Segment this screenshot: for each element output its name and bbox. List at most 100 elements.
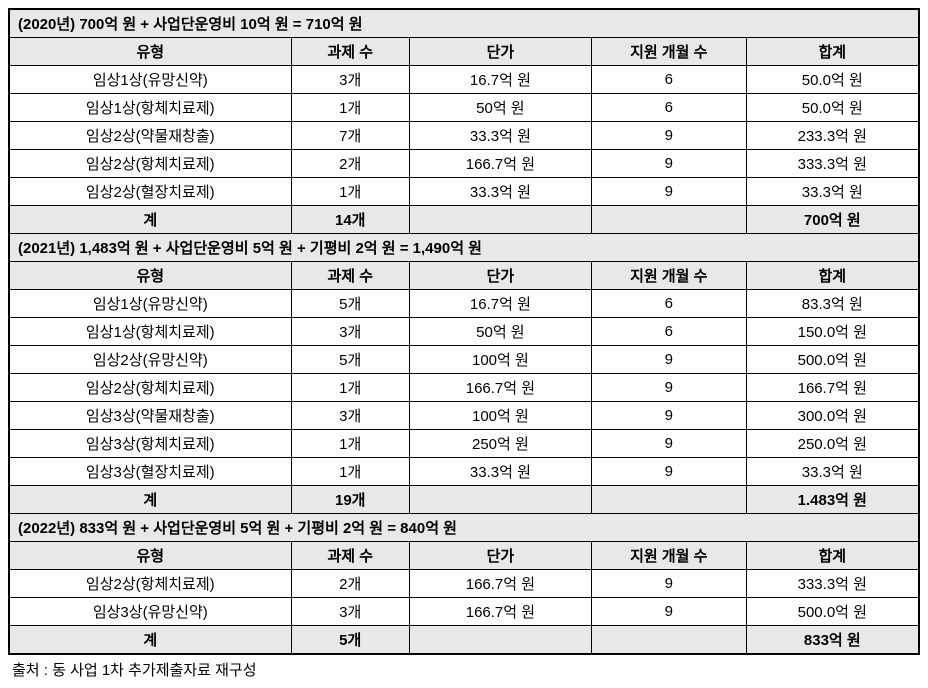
table-row: 임상3상(유망신약)3개166.7억 원9500.0억 원 — [9, 598, 919, 626]
source-note: 출처 : 동 사업 1차 추가제출자료 재구성 — [8, 659, 920, 680]
cell-type: 임상3상(혈장치료제) — [9, 458, 291, 486]
subtotal-price — [409, 626, 591, 655]
cell-count: 5개 — [291, 346, 409, 374]
cell-count: 2개 — [291, 570, 409, 598]
subtotal-type: 계 — [9, 626, 291, 655]
cell-total: 50.0억 원 — [746, 66, 919, 94]
column-header: 합계 — [746, 542, 919, 570]
cell-total: 500.0억 원 — [746, 598, 919, 626]
cell-months: 9 — [591, 458, 746, 486]
cell-type: 임상3상(유망신약) — [9, 598, 291, 626]
cell-price: 33.3억 원 — [409, 178, 591, 206]
table-row: 임상1상(항체치료제)1개50억 원650.0억 원 — [9, 94, 919, 122]
subtotal-total: 700억 원 — [746, 206, 919, 234]
cell-months: 6 — [591, 94, 746, 122]
cell-price: 16.7억 원 — [409, 290, 591, 318]
cell-price: 50억 원 — [409, 94, 591, 122]
cell-count: 5개 — [291, 290, 409, 318]
cell-total: 166.7억 원 — [746, 374, 919, 402]
section-title: (2020년) 700억 원 + 사업단운영비 10억 원 = 710억 원 — [9, 9, 919, 38]
cell-price: 166.7억 원 — [409, 598, 591, 626]
cell-type: 임상2상(약물재창출) — [9, 122, 291, 150]
cell-count: 3개 — [291, 318, 409, 346]
cell-total: 233.3억 원 — [746, 122, 919, 150]
cell-price: 166.7억 원 — [409, 374, 591, 402]
cell-months: 9 — [591, 122, 746, 150]
cell-total: 333.3억 원 — [746, 150, 919, 178]
section-title: (2022년) 833억 원 + 사업단운영비 5억 원 + 기평비 2억 원 … — [9, 514, 919, 542]
budget-table: (2020년) 700억 원 + 사업단운영비 10억 원 = 710억 원유형… — [8, 8, 920, 655]
column-header: 과제 수 — [291, 262, 409, 290]
cell-type: 임상3상(약물재창출) — [9, 402, 291, 430]
subtotal-price — [409, 206, 591, 234]
cell-months: 9 — [591, 598, 746, 626]
cell-months: 9 — [591, 430, 746, 458]
cell-price: 166.7억 원 — [409, 150, 591, 178]
cell-type: 임상2상(항체치료제) — [9, 150, 291, 178]
column-header: 지원 개월 수 — [591, 38, 746, 66]
cell-total: 50.0억 원 — [746, 94, 919, 122]
cell-total: 33.3억 원 — [746, 178, 919, 206]
cell-price: 100억 원 — [409, 346, 591, 374]
table-row: 임상1상(유망신약)5개16.7억 원683.3억 원 — [9, 290, 919, 318]
cell-count: 1개 — [291, 94, 409, 122]
cell-price: 250억 원 — [409, 430, 591, 458]
column-header: 단가 — [409, 262, 591, 290]
cell-months: 9 — [591, 570, 746, 598]
table-row: 임상2상(항체치료제)1개166.7억 원9166.7억 원 — [9, 374, 919, 402]
column-header: 과제 수 — [291, 38, 409, 66]
table-row: 임상2상(약물재창출)7개33.3억 원9233.3억 원 — [9, 122, 919, 150]
table-row: 임상3상(혈장치료제)1개33.3억 원933.3억 원 — [9, 458, 919, 486]
cell-type: 임상2상(혈장치료제) — [9, 178, 291, 206]
cell-months: 6 — [591, 290, 746, 318]
cell-type: 임상2상(항체치료제) — [9, 374, 291, 402]
cell-count: 3개 — [291, 598, 409, 626]
cell-months: 6 — [591, 318, 746, 346]
cell-type: 임상1상(항체치료제) — [9, 94, 291, 122]
cell-total: 83.3억 원 — [746, 290, 919, 318]
cell-total: 250.0억 원 — [746, 430, 919, 458]
cell-count: 3개 — [291, 66, 409, 94]
subtotal-count: 5개 — [291, 626, 409, 655]
cell-months: 9 — [591, 178, 746, 206]
column-header: 지원 개월 수 — [591, 262, 746, 290]
cell-months: 9 — [591, 150, 746, 178]
cell-type: 임상2상(유망신약) — [9, 346, 291, 374]
table-row: 임상1상(항체치료제)3개50억 원6150.0억 원 — [9, 318, 919, 346]
cell-count: 7개 — [291, 122, 409, 150]
column-header: 합계 — [746, 38, 919, 66]
subtotal-months — [591, 626, 746, 655]
cell-months: 9 — [591, 402, 746, 430]
cell-months: 9 — [591, 346, 746, 374]
subtotal-row: 계19개1.483억 원 — [9, 486, 919, 514]
cell-type: 임상3상(항체치료제) — [9, 430, 291, 458]
table-row: 임상2상(유망신약)5개100억 원9500.0억 원 — [9, 346, 919, 374]
cell-type: 임상1상(유망신약) — [9, 290, 291, 318]
subtotal-type: 계 — [9, 206, 291, 234]
cell-total: 33.3억 원 — [746, 458, 919, 486]
cell-price: 166.7억 원 — [409, 570, 591, 598]
table-row: 임상3상(약물재창출)3개100억 원9300.0억 원 — [9, 402, 919, 430]
cell-price: 100억 원 — [409, 402, 591, 430]
subtotal-row: 계14개 700억 원 — [9, 206, 919, 234]
cell-type: 임상2상(항체치료제) — [9, 570, 291, 598]
subtotal-count: 19개 — [291, 486, 409, 514]
cell-total: 300.0억 원 — [746, 402, 919, 430]
subtotal-count: 14개 — [291, 206, 409, 234]
cell-count: 1개 — [291, 430, 409, 458]
table-row: 임상3상(항체치료제)1개250억 원9250.0억 원 — [9, 430, 919, 458]
cell-count: 1개 — [291, 178, 409, 206]
cell-count: 3개 — [291, 402, 409, 430]
cell-type: 임상1상(유망신약) — [9, 66, 291, 94]
subtotal-price — [409, 486, 591, 514]
subtotal-type: 계 — [9, 486, 291, 514]
column-header: 과제 수 — [291, 542, 409, 570]
table-row: 임상2상(혈장치료제)1개33.3억 원933.3억 원 — [9, 178, 919, 206]
cell-count: 1개 — [291, 458, 409, 486]
table-row: 임상2상(항체치료제)2개166.7억 원9333.3억 원 — [9, 150, 919, 178]
subtotal-row: 계5개 833억 원 — [9, 626, 919, 655]
table-row: 임상2상(항체치료제)2개166.7억 원9333.3억 원 — [9, 570, 919, 598]
cell-total: 500.0억 원 — [746, 346, 919, 374]
cell-count: 2개 — [291, 150, 409, 178]
subtotal-total: 833억 원 — [746, 626, 919, 655]
